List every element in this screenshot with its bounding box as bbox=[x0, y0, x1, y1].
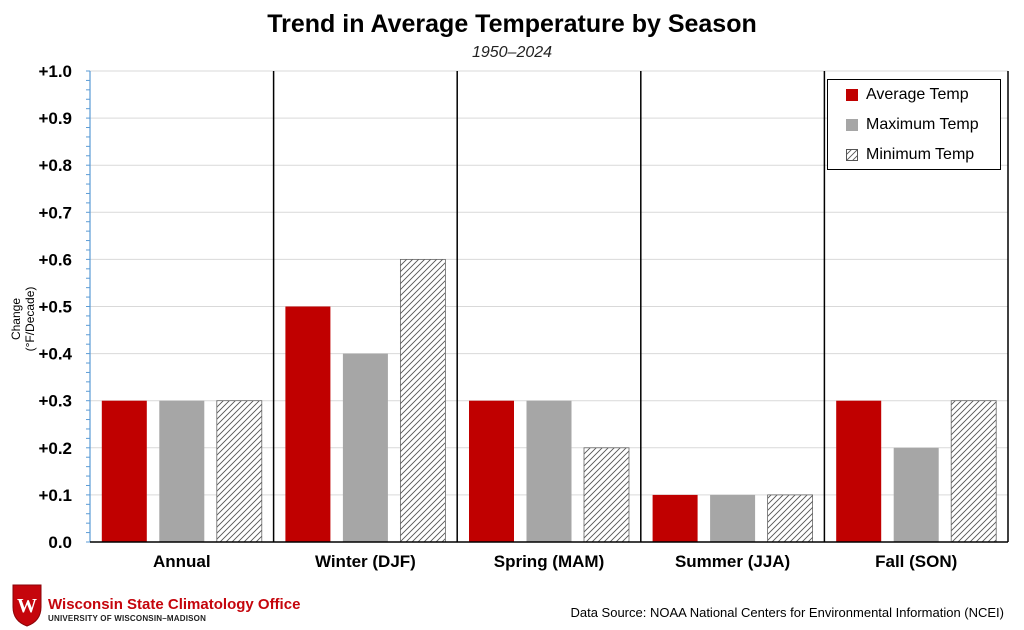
bar-average-temp bbox=[102, 401, 147, 542]
bar-minimum-temp bbox=[951, 401, 996, 542]
chart-legend: Average Temp Maximum Temp Minimum Temp bbox=[827, 79, 1001, 170]
legend-label-average: Average Temp bbox=[866, 86, 969, 104]
legend-swatch-average bbox=[846, 89, 858, 101]
bar-average-temp bbox=[469, 401, 514, 542]
bar-average-temp bbox=[836, 401, 881, 542]
legend-swatch-maximum bbox=[846, 119, 858, 131]
y-tick-label: +1.0 bbox=[38, 62, 72, 81]
bar-minimum-temp bbox=[400, 259, 445, 542]
x-tick-label: Winter (DJF) bbox=[315, 552, 416, 571]
org-subtitle: UNIVERSITY OF WISCONSIN–MADISON bbox=[48, 614, 206, 623]
y-tick-label: +0.7 bbox=[38, 203, 72, 222]
x-tick-label: Summer (JJA) bbox=[675, 552, 790, 571]
y-tick-label: +0.8 bbox=[38, 156, 72, 175]
data-source: Data Source: NOAA National Centers for E… bbox=[570, 605, 1004, 620]
bar-average-temp bbox=[285, 307, 330, 543]
x-tick-label: Fall (SON) bbox=[875, 552, 957, 571]
legend-item-maximum: Maximum Temp bbox=[846, 115, 979, 135]
legend-item-minimum: Minimum Temp bbox=[846, 145, 974, 165]
y-tick-label: +0.3 bbox=[38, 392, 72, 411]
y-tick-label: +0.1 bbox=[38, 486, 72, 505]
x-tick-label: Spring (MAM) bbox=[494, 552, 604, 571]
legend-label-maximum: Maximum Temp bbox=[866, 116, 979, 134]
y-tick-label: +0.6 bbox=[38, 250, 72, 269]
bar-maximum-temp bbox=[159, 401, 204, 542]
y-tick-label: +0.4 bbox=[38, 345, 72, 364]
legend-swatch-minimum bbox=[846, 149, 858, 161]
y-tick-label: +0.2 bbox=[38, 439, 72, 458]
y-tick-label: +0.5 bbox=[38, 298, 72, 317]
bar-minimum-temp bbox=[584, 448, 629, 542]
x-tick-label: Annual bbox=[153, 552, 211, 571]
bar-maximum-temp bbox=[343, 354, 388, 542]
y-tick-label: +0.9 bbox=[38, 109, 72, 128]
bar-maximum-temp bbox=[894, 448, 939, 542]
bar-maximum-temp bbox=[710, 495, 755, 542]
logo-letter: W bbox=[17, 595, 37, 617]
uw-crest-logo: W bbox=[10, 583, 44, 627]
org-name: Wisconsin State Climatology Office bbox=[48, 596, 300, 613]
bar-minimum-temp bbox=[217, 401, 262, 542]
bar-average-temp bbox=[653, 495, 698, 542]
bar-maximum-temp bbox=[527, 401, 572, 542]
y-tick-label: 0.0 bbox=[48, 533, 72, 552]
legend-label-minimum: Minimum Temp bbox=[866, 146, 974, 164]
legend-item-average: Average Temp bbox=[846, 85, 969, 105]
bar-minimum-temp bbox=[768, 495, 813, 542]
